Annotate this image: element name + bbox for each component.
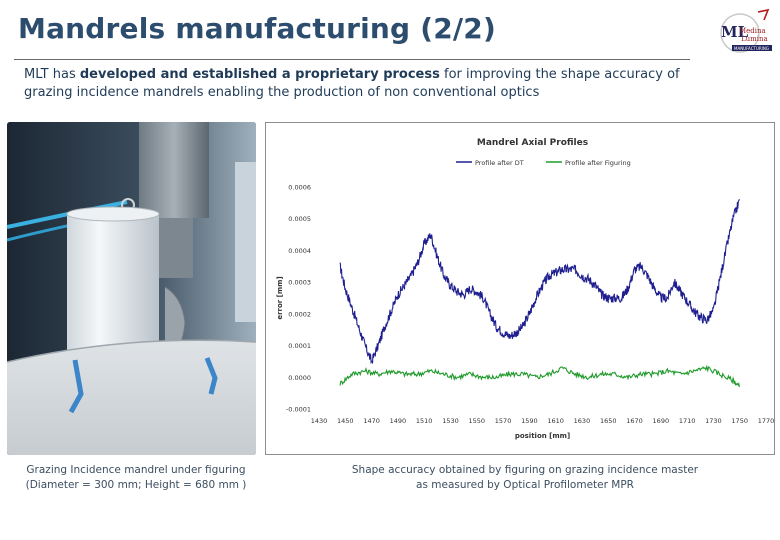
x-tick-label: 1550	[468, 417, 485, 425]
y-tick-label: 0.0001	[288, 342, 311, 350]
photo-caption-line-1: Grazing Incidence mandrel under figuring	[26, 464, 246, 476]
intro-text-1: MLT has	[24, 67, 80, 82]
x-tick-label: 1590	[521, 417, 538, 425]
x-tick-label: 1450	[337, 417, 354, 425]
x-tick-label: 1470	[363, 417, 380, 425]
title-divider	[14, 59, 690, 60]
x-tick-label: 1690	[653, 417, 670, 425]
y-tick-label: 0.0005	[288, 215, 311, 223]
x-tick-label: 1430	[311, 417, 328, 425]
x-tick-label: 1710	[679, 417, 696, 425]
slide-title: Mandrels manufacturing (2/2)	[18, 12, 496, 45]
y-axis-label: error [mm]	[276, 276, 284, 319]
mandrel-photo	[7, 122, 256, 455]
legend-label-0: Profile after DT	[475, 159, 524, 167]
x-tick-label: 1570	[495, 417, 512, 425]
y-tick-label: -0.0001	[286, 406, 311, 414]
y-tick-label: 0.0003	[288, 279, 311, 287]
x-tick-label: 1730	[705, 417, 722, 425]
chart-caption-line-1: Shape accuracy obtained by figuring on g…	[351, 464, 699, 476]
x-tick-label: 1510	[416, 417, 433, 425]
intro-text-2: for improving the shape accuracy of graz…	[24, 67, 680, 100]
x-tick-label: 1630	[574, 417, 591, 425]
x-tick-label: 1670	[626, 417, 643, 425]
x-axis-label: position [mm]	[515, 432, 570, 440]
y-tick-label: 0.0000	[288, 374, 311, 382]
company-logo: ML Medina Lumina MANUFACTURING	[712, 8, 778, 56]
logo-letters: ML	[721, 23, 749, 41]
logo-text-2: Lumina	[741, 35, 768, 43]
x-tick-label: 1750	[731, 417, 748, 425]
y-tick-label: 0.0002	[288, 310, 311, 318]
legend-label-1: Profile after Figuring	[565, 159, 631, 167]
x-tick-label: 1770	[758, 417, 774, 425]
x-tick-label: 1650	[600, 417, 617, 425]
series-line-1	[339, 364, 741, 388]
y-tick-label: 0.0004	[288, 247, 311, 255]
chart-title: Mandrel Axial Profiles	[477, 138, 588, 148]
intro-paragraph: MLT has developed and established a prop…	[24, 66, 714, 102]
x-tick-label: 1530	[442, 417, 459, 425]
intro-bold: developed and established a proprietary …	[79, 67, 440, 82]
y-tick-label: 0.0006	[288, 184, 311, 192]
chart-caption-line-2: as measured by Optical Profilometer MPR	[416, 479, 634, 491]
axial-profile-chart: Mandrel Axial Profiles Profile after DT Pr…	[265, 122, 775, 455]
logo-text-3: MANUFACTURING	[734, 46, 769, 51]
photo-caption-line-2: (Diameter = 300 mm; Height = 680 mm )	[25, 479, 247, 491]
chart-caption: Shape accuracy obtained by figuring on g…	[346, 463, 704, 493]
photo-caption: Grazing Incidence mandrel under figuring…	[20, 463, 252, 493]
series-line-0	[339, 199, 740, 365]
logo-text-1: Medina	[739, 27, 766, 35]
x-tick-label: 1490	[390, 417, 407, 425]
x-tick-label: 1610	[547, 417, 564, 425]
